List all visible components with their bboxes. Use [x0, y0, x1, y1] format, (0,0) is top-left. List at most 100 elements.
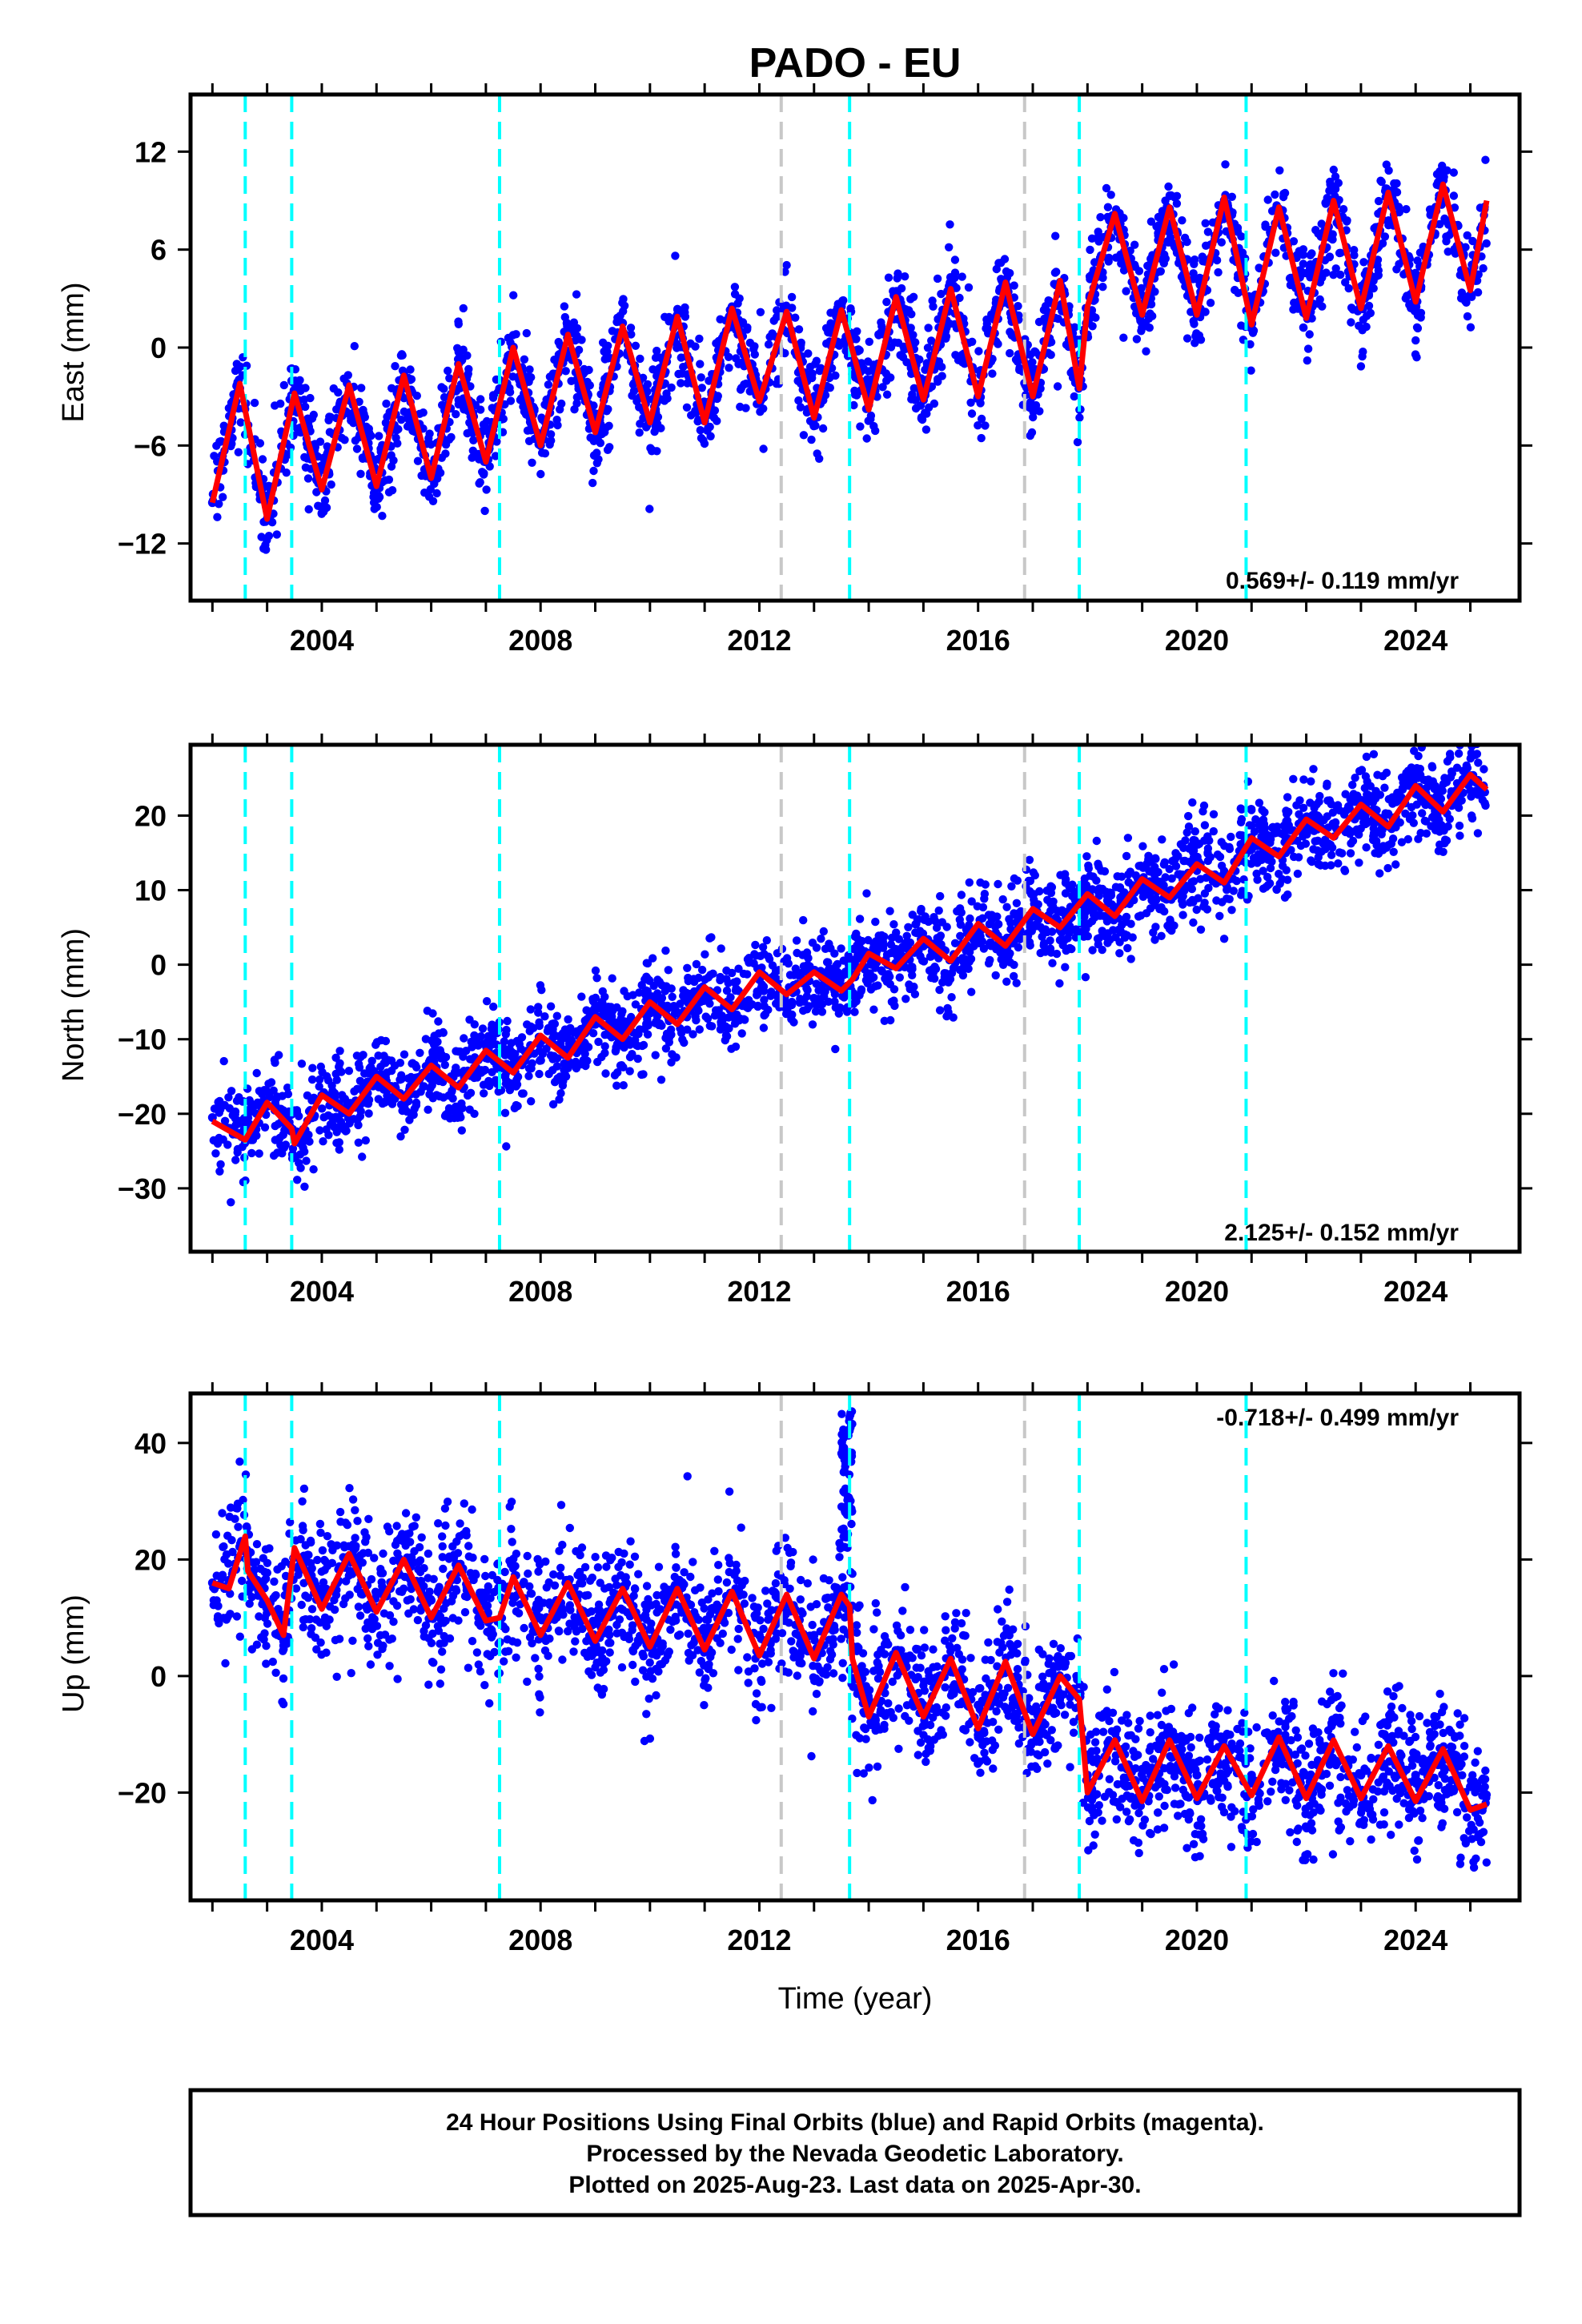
data-point — [905, 938, 915, 947]
data-point — [489, 1002, 498, 1011]
y-tick-label: 0 — [151, 332, 167, 364]
data-point — [1311, 226, 1320, 235]
data-point — [572, 290, 581, 299]
y-axis-label-north: North (mm) — [57, 928, 90, 1082]
data-point — [323, 1111, 333, 1120]
data-point — [1248, 328, 1258, 337]
data-point — [1313, 836, 1323, 846]
data-point — [580, 1016, 589, 1025]
data-point — [927, 336, 936, 345]
data-point — [1456, 831, 1464, 840]
data-point — [404, 1074, 413, 1083]
data-point — [478, 1024, 488, 1033]
data-point — [849, 400, 858, 410]
data-point — [1371, 786, 1380, 795]
data-point — [1237, 321, 1246, 330]
data-point — [1156, 267, 1166, 275]
data-point — [1102, 183, 1111, 193]
data-point — [1010, 960, 1018, 970]
data-point — [957, 891, 966, 899]
data-point — [839, 340, 849, 348]
data-point — [327, 480, 335, 489]
data-point — [1392, 187, 1402, 197]
data-point — [1295, 810, 1303, 818]
data-point — [1278, 862, 1287, 870]
data-point — [355, 1112, 365, 1121]
data-point — [625, 1067, 634, 1076]
data-point — [429, 1040, 439, 1049]
data-point — [387, 486, 397, 495]
data-point — [1219, 935, 1229, 943]
data-point — [1286, 273, 1295, 283]
data-point — [831, 1044, 840, 1054]
data-point — [1442, 778, 1452, 786]
data-point — [600, 1031, 609, 1039]
data-point — [300, 1147, 309, 1156]
data-point — [332, 1076, 341, 1084]
data-point — [1188, 798, 1197, 807]
data-point — [546, 430, 556, 439]
data-point — [1191, 255, 1199, 264]
data-point — [331, 1112, 340, 1121]
data-point — [834, 1009, 844, 1018]
data-point — [1180, 233, 1190, 243]
data-point — [1420, 816, 1430, 826]
data-point — [813, 449, 821, 458]
data-point — [631, 341, 640, 350]
data-point — [250, 398, 259, 408]
data-point — [1191, 339, 1199, 348]
data-point — [878, 383, 887, 392]
data-point — [1329, 165, 1339, 175]
data-point — [1366, 308, 1375, 318]
data-point — [1031, 348, 1040, 356]
data-point — [1084, 864, 1094, 873]
data-point — [833, 959, 842, 969]
data-point — [1182, 334, 1192, 343]
data-point — [1104, 253, 1114, 263]
data-point — [792, 936, 801, 945]
data-point — [319, 453, 327, 463]
data-point — [653, 412, 663, 421]
data-point — [315, 1126, 324, 1135]
data-point — [1103, 203, 1113, 211]
data-point — [636, 354, 644, 364]
data-point — [794, 396, 803, 405]
data-point — [1307, 777, 1315, 786]
data-point — [1096, 213, 1105, 222]
data-point — [1051, 231, 1060, 240]
data-point — [917, 956, 927, 965]
data-point — [946, 320, 954, 328]
data-point — [906, 295, 915, 304]
data-point — [1079, 879, 1088, 888]
data-point — [753, 991, 761, 999]
data-point — [358, 1152, 367, 1161]
data-point — [252, 1068, 261, 1078]
data-point — [1479, 263, 1488, 273]
data-point — [508, 372, 517, 381]
data-point — [964, 283, 974, 292]
data-point — [452, 1102, 460, 1112]
data-point — [566, 1023, 575, 1033]
data-point — [613, 313, 622, 322]
data-point — [978, 937, 987, 946]
data-point — [219, 493, 227, 501]
data-point — [633, 1054, 642, 1063]
data-point — [692, 408, 701, 417]
data-point — [1303, 356, 1312, 365]
data-point — [544, 380, 553, 389]
data-point — [1052, 949, 1062, 959]
data-point — [1015, 365, 1024, 375]
data-point — [791, 313, 800, 322]
data-point — [991, 971, 1000, 980]
data-point — [1073, 437, 1082, 447]
data-point — [258, 455, 267, 464]
data-point — [502, 1142, 511, 1151]
data-point — [924, 917, 933, 927]
data-point — [1481, 155, 1490, 164]
data-point — [1100, 866, 1110, 876]
data-point — [309, 1165, 318, 1174]
data-point — [804, 349, 813, 358]
data-point — [819, 927, 828, 936]
data-point — [1170, 855, 1179, 864]
